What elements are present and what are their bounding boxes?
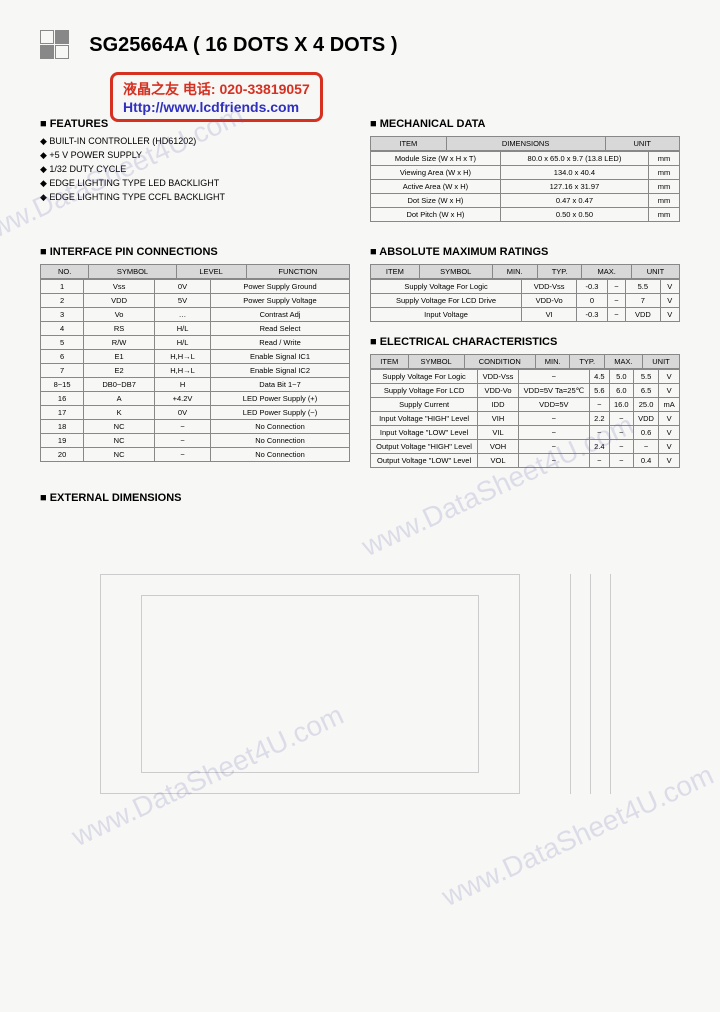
table-row: 19NC−No Connection bbox=[41, 434, 350, 448]
external-dimensions-diagram bbox=[40, 534, 680, 844]
table-row: 16A+4.2VLED Power Supply (+) bbox=[41, 392, 350, 406]
stamp-link[interactable]: Http://www.lcdfriends.com bbox=[123, 99, 299, 115]
table-row: Output Voltage "LOW" LevelVOL−−−0.4V bbox=[371, 454, 680, 468]
table-row: 20NC−No Connection bbox=[41, 448, 350, 462]
table-row: Output Voltage "HIGH" LevelVOH−2.4−−V bbox=[371, 440, 680, 454]
feature-item: EDGE LIGHTING TYPE LED BACKLIGHT bbox=[40, 178, 350, 189]
table-row: Viewing Area (W x H)134.0 x 40.4mm bbox=[371, 166, 680, 180]
stamp-line1: 液晶之友 电话: 020-33819057 bbox=[123, 79, 310, 99]
electrical-table-body: Supply Voltage For LogicVDD-Vss−4.55.05.… bbox=[370, 369, 680, 468]
mechanical-heading: MECHANICAL DATA bbox=[370, 118, 680, 130]
feature-item: EDGE LIGHTING TYPE CCFL BACKLIGHT bbox=[40, 192, 350, 203]
feature-item: 1/32 DUTY CYCLE bbox=[40, 164, 350, 175]
table-row: Supply Voltage For LogicVDD-Vss−4.55.05.… bbox=[371, 370, 680, 384]
electrical-heading: ELECTRICAL CHARACTERISTICS bbox=[370, 336, 680, 348]
table-row: Supply Voltage For LogicVDD-Vss-0.3−5.5V bbox=[371, 280, 680, 294]
table-row: Input Voltage "HIGH" LevelVIH−2.2−VDDV bbox=[371, 412, 680, 426]
table-row: Active Area (W x H)127.16 x 31.97mm bbox=[371, 180, 680, 194]
logo-icon bbox=[40, 30, 69, 60]
table-row: 18NC−No Connection bbox=[41, 420, 350, 434]
table-row: Dot Size (W x H)0.47 x 0.47mm bbox=[371, 194, 680, 208]
absolute-heading: ABSOLUTE MAXIMUM RATINGS bbox=[370, 246, 680, 258]
interface-heading: INTERFACE PIN CONNECTIONS bbox=[40, 246, 350, 258]
electrical-table: ITEMSYMBOLCONDITIONMIN.TYP.MAX.UNIT bbox=[370, 354, 680, 369]
feature-item: BUILT-IN CONTROLLER (HD61202) bbox=[40, 136, 350, 147]
table-row: 5R/WH/LRead / Write bbox=[41, 336, 350, 350]
table-row: Supply Voltage For LCDVDD-VoVDD=5V Ta=25… bbox=[371, 384, 680, 398]
mechanical-table-body: Module Size (W x H x T)80.0 x 65.0 x 9.7… bbox=[370, 151, 680, 222]
mechanical-table: ITEMDIMENSIONSUNIT bbox=[370, 136, 680, 151]
table-row: Supply CurrentIDDVDD=5V−16.025.0mA bbox=[371, 398, 680, 412]
table-row: Input Voltage "LOW" LevelVIL−−−0.6V bbox=[371, 426, 680, 440]
interface-table-body: 1Vss0VPower Supply Ground2VDD5VPower Sup… bbox=[40, 279, 350, 462]
table-row: Input VoltageVI-0.3−VDDV bbox=[371, 308, 680, 322]
absolute-table: ITEMSYMBOLMIN.TYP.MAX.UNIT bbox=[370, 264, 680, 279]
interface-table: NO.SYMBOLLEVELFUNCTION bbox=[40, 264, 350, 279]
feature-item: +5 V POWER SUPPLY bbox=[40, 150, 350, 161]
table-row: 7E2H,H→LEnable Signal IC2 bbox=[41, 364, 350, 378]
table-row: Supply Voltage For LCD DriveVDD-Vo0−7V bbox=[371, 294, 680, 308]
page-title: SG25664A ( 16 DOTS X 4 DOTS ) bbox=[89, 34, 397, 57]
table-row: Module Size (W x H x T)80.0 x 65.0 x 9.7… bbox=[371, 152, 680, 166]
table-row: 4RSH/LRead Select bbox=[41, 322, 350, 336]
table-row: Dot Pitch (W x H)0.50 x 0.50mm bbox=[371, 208, 680, 222]
table-row: 6E1H,H→LEnable Signal IC1 bbox=[41, 350, 350, 364]
table-row: 8~15DB0~DB7HData Bit 1~7 bbox=[41, 378, 350, 392]
absolute-table-body: Supply Voltage For LogicVDD-Vss-0.3−5.5V… bbox=[370, 279, 680, 322]
contact-stamp: 液晶之友 电话: 020-33819057 Http://www.lcdfrie… bbox=[110, 72, 323, 122]
external-heading: EXTERNAL DIMENSIONS bbox=[40, 492, 680, 504]
table-row: 17K0VLED Power Supply (−) bbox=[41, 406, 350, 420]
features-list: BUILT-IN CONTROLLER (HD61202) +5 V POWER… bbox=[40, 136, 350, 203]
table-row: 1Vss0VPower Supply Ground bbox=[41, 280, 350, 294]
table-row: 3Vo…Contrast Adj bbox=[41, 308, 350, 322]
doc-header: SG25664A ( 16 DOTS X 4 DOTS ) bbox=[40, 30, 680, 60]
table-row: 2VDD5VPower Supply Voltage bbox=[41, 294, 350, 308]
